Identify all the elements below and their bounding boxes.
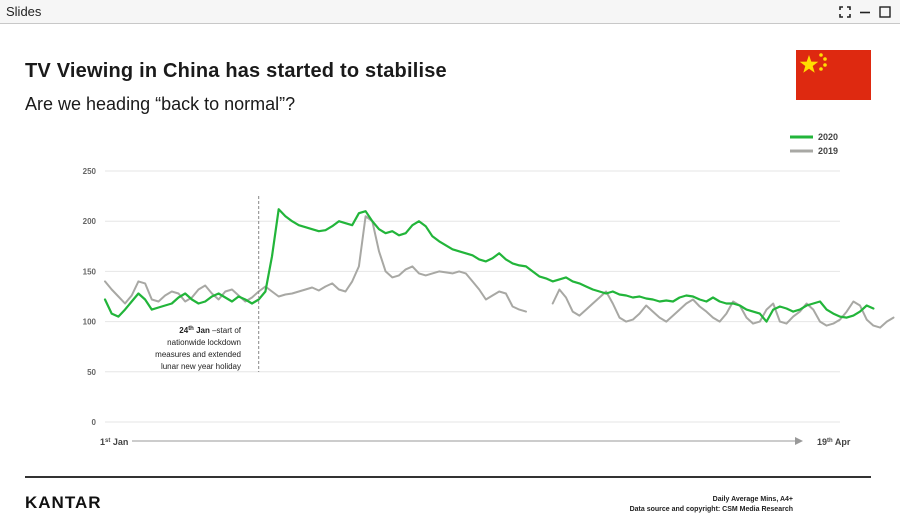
y-tick-label-250: 250 bbox=[83, 167, 97, 176]
annotation-line-3: measures and extended bbox=[155, 350, 241, 359]
flag-small-star-4 bbox=[819, 67, 823, 71]
series-2020-line bbox=[103, 208, 875, 323]
legend-label-2020: 2020 bbox=[818, 132, 838, 142]
flag-small-star-1 bbox=[819, 53, 823, 57]
y-axis-ticks: 0 50 100 150 200 250 bbox=[83, 167, 97, 427]
chart-grid bbox=[105, 170, 840, 423]
flag-big-star bbox=[799, 55, 819, 73]
y-tick-label-0: 0 bbox=[92, 418, 97, 427]
chart-lines bbox=[103, 208, 895, 329]
x-end-label: 19th Apr bbox=[817, 437, 851, 447]
legend-label-2019: 2019 bbox=[818, 146, 838, 156]
flag-small-star-3 bbox=[823, 63, 827, 67]
y-tick-label-100: 100 bbox=[83, 318, 97, 327]
restore-button[interactable] bbox=[876, 3, 894, 21]
slide-subtitle: Are we heading “back to normal”? bbox=[25, 94, 296, 114]
kantar-logo: KANTAR bbox=[25, 493, 102, 512]
flag-small-star-2 bbox=[823, 57, 827, 61]
legend: 2020 2019 bbox=[790, 132, 838, 156]
y-tick-label-200: 200 bbox=[83, 217, 97, 226]
expand-button[interactable] bbox=[836, 3, 854, 21]
footer-rule bbox=[25, 476, 871, 478]
slide-title: TV Viewing in China has started to stabi… bbox=[25, 60, 447, 82]
footnote-line-1: Daily Average Mins, A4+ bbox=[712, 496, 793, 503]
annotation-line-4: lunar new year holiday bbox=[161, 362, 241, 371]
restore-icon bbox=[879, 6, 891, 18]
china-flag-icon bbox=[796, 50, 871, 100]
time-arrow-head bbox=[795, 437, 803, 445]
annotation-line-2: nationwide lockdown bbox=[167, 338, 241, 347]
footnote-line-2: Data source and copyright: CSM Media Res… bbox=[629, 506, 793, 513]
annotation-line-1: 24th Jan –start of bbox=[179, 326, 241, 335]
footnote: Daily Average Mins, A4+ Data source and … bbox=[630, 495, 793, 515]
window-title: Slides bbox=[6, 4, 42, 19]
minimize-icon bbox=[860, 11, 870, 14]
window-titlebar: Slides bbox=[0, 0, 900, 24]
x-start-label: 1st Jan bbox=[100, 437, 128, 447]
expand-icon bbox=[839, 6, 851, 18]
y-tick-label-50: 50 bbox=[87, 368, 96, 377]
series-2019-line-2 bbox=[551, 288, 895, 329]
y-tick-label-150: 150 bbox=[83, 267, 97, 276]
minimize-button[interactable] bbox=[856, 3, 874, 21]
series-2019-line-1 bbox=[104, 215, 527, 313]
